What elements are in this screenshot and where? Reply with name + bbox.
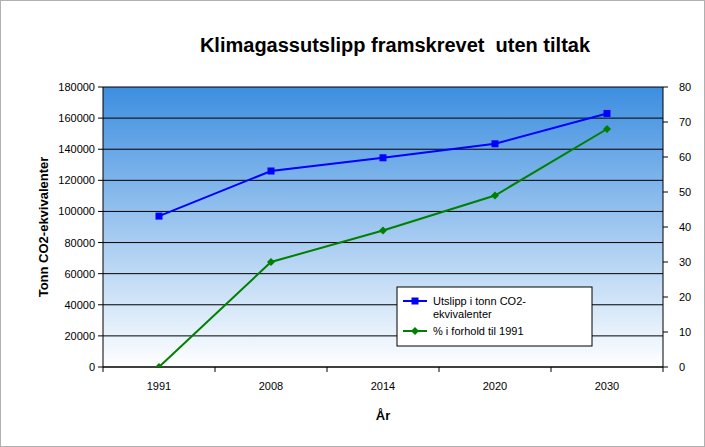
marker [380,154,387,161]
tick-label: 140000 [58,143,95,155]
legend-line-text: Utslipp i tonn CO2- [433,295,526,307]
legend-box [397,287,592,346]
grid-line [103,180,663,181]
marker [491,192,499,200]
marker [604,110,611,117]
legend-label: % i forhold til 1991 [433,325,524,337]
x-tick [439,367,440,372]
tick-label: 20 [679,291,691,303]
tick [98,149,103,150]
legend-marker [412,298,419,305]
tick-label: 160000 [58,112,95,124]
x-tick [663,367,664,372]
x-tick [103,367,104,372]
grid-line [103,149,663,150]
tick [98,211,103,212]
marker [155,363,163,367]
grid-line [103,118,663,119]
tick [98,180,103,181]
tick-label: 30 [679,256,691,268]
y-axis [103,87,104,367]
marker [268,168,275,175]
marker [603,125,611,133]
grid-line [103,242,663,243]
tick [663,87,668,88]
grid-line [103,273,663,274]
tick-label: 180000 [58,81,95,93]
tick-label: 100000 [58,205,95,217]
tick [663,157,668,158]
tick-label: 0 [679,361,685,373]
x-tick [327,367,328,372]
tick-label: 40 [679,221,691,233]
tick [98,335,103,336]
x-tick [551,367,552,372]
grid-line [103,87,663,88]
tick-label: 70 [679,116,691,128]
category-label: 2030 [595,380,619,392]
category-label: 2008 [259,380,283,392]
y-label: Tonn CO2-ekvivalenter [36,157,51,298]
tick-label: 50 [679,186,691,198]
tick-label: 10 [679,326,691,338]
plot-area [103,87,663,367]
legend-line-text: ekvivalenter [433,308,492,320]
tick [98,367,103,368]
marker [156,213,163,220]
tick [663,297,668,298]
tick-label: 0 [89,361,95,373]
marker [492,140,499,147]
grid-line [103,211,663,212]
tick [663,262,668,263]
tick [98,87,103,88]
tick-label: 20000 [64,330,95,342]
tick-label: 40000 [64,299,95,311]
series-line [159,113,607,216]
tick-label: 80 [679,81,691,93]
y2-axis [663,87,664,367]
tick-label: 80000 [64,237,95,249]
tick-label: 120000 [58,174,95,186]
frame [1,1,705,447]
tick [98,118,103,119]
x-tick [215,367,216,372]
title: Klimagassutslipp framskrevet uten tiltak [200,34,591,56]
chart: 0 20000 40000 60000 80000 100000 120000 140000 1… [0,0,705,447]
tick [663,122,668,123]
x-label: År [376,408,390,423]
category-label: 1991 [147,380,171,392]
marker [379,227,387,235]
data [155,110,611,367]
legend-marker [411,327,419,335]
category-label: 2020 [483,380,507,392]
tick [663,192,668,193]
category-label: 2014 [371,380,395,392]
tick-label: 60 [679,151,691,163]
tick [98,242,103,243]
tick [663,332,668,333]
marker [267,258,275,266]
tick [663,227,668,228]
tick [663,367,668,368]
tick [98,273,103,274]
legend: Utslipp i tonn CO2-ekvivalenter % i forho… [397,287,592,346]
legend-label: Utslipp i tonn CO2-ekvivalenter [433,295,526,320]
tick-label: 60000 [64,268,95,280]
tick [98,304,103,305]
x-axis [103,367,663,368]
grid-line [103,367,663,368]
series-line [159,129,607,367]
legend-line-text: % i forhold til 1991 [433,325,524,337]
